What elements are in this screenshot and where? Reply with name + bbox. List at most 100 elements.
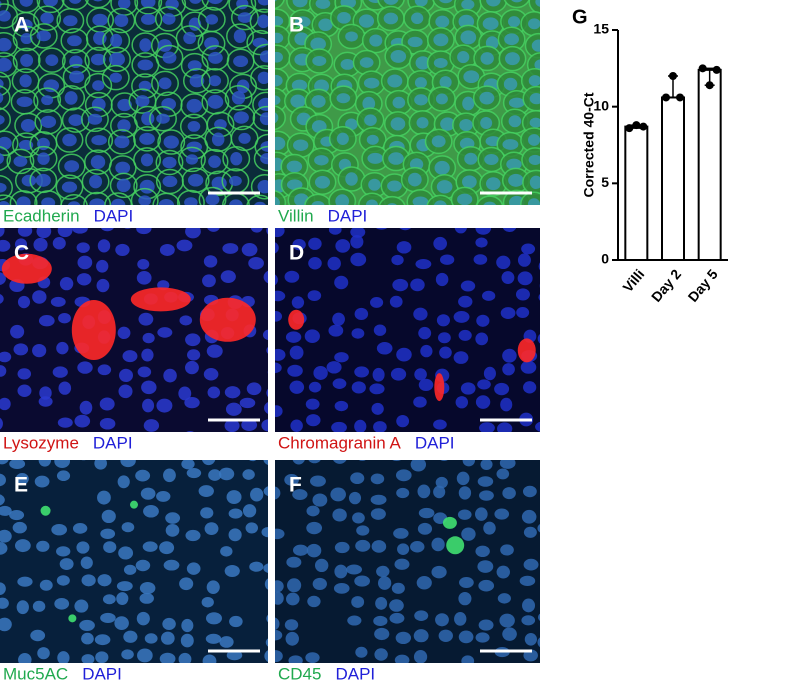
nucleus (76, 541, 90, 554)
nucleus (10, 324, 25, 339)
nucleus (52, 237, 66, 250)
nucleus (220, 270, 236, 284)
nucleus (137, 366, 152, 378)
nucleus (181, 460, 195, 470)
nucleus (516, 307, 530, 318)
nucleus (206, 344, 223, 358)
nucleus (511, 0, 523, 3)
nucleus (165, 524, 180, 537)
caption-dapi: DAPI (335, 664, 375, 683)
cell-membrane (250, 0, 268, 13)
nucleus (275, 51, 283, 63)
nucleus (40, 115, 57, 128)
micrograph (275, 0, 540, 205)
nucleus (38, 315, 55, 327)
nucleus (328, 324, 344, 337)
cell-membrane (176, 189, 205, 205)
nucleus (89, 174, 103, 189)
nucleus (69, 70, 85, 84)
nucleus (262, 329, 268, 341)
nucleus (200, 507, 214, 519)
nucleus (431, 135, 446, 148)
nucleus (37, 137, 50, 151)
nucleus (434, 160, 450, 175)
nucleus (459, 119, 473, 132)
nucleus (9, 460, 26, 470)
nucleus (63, 15, 78, 27)
cell-membrane (231, 4, 259, 31)
nucleus (371, 402, 384, 415)
cell-membrane (304, 193, 332, 205)
nucleus (257, 0, 268, 6)
nucleus (121, 522, 135, 533)
cell-membrane (246, 194, 268, 205)
nucleus (202, 460, 216, 466)
nucleus (501, 271, 515, 285)
nucleus (208, 469, 222, 481)
nucleus (187, 120, 201, 132)
nucleus (239, 397, 256, 409)
nucleus (275, 629, 283, 641)
nucleus (74, 599, 89, 613)
nucleus (58, 312, 71, 324)
cell-membrane (151, 70, 179, 97)
cell-membrane (378, 195, 406, 205)
nucleus (136, 270, 152, 285)
data-point (676, 93, 684, 102)
stained-cell (288, 309, 305, 330)
cell-membrane (104, 192, 133, 205)
nucleus (102, 594, 116, 605)
nucleus (208, 51, 223, 64)
cell-membrane (29, 23, 58, 49)
nucleus (475, 237, 488, 248)
nucleus (383, 0, 399, 5)
nucleus (158, 77, 172, 90)
x-tick-label: Day 2 (648, 266, 684, 305)
nucleus (266, 614, 268, 623)
nucleus (0, 152, 4, 165)
nucleus (157, 327, 173, 338)
nucleus (481, 436, 493, 450)
nucleus (275, 486, 281, 500)
nucleus (307, 290, 322, 302)
nucleus (523, 381, 537, 394)
nucleus (275, 32, 284, 44)
nucleus (185, 228, 201, 239)
nucleus (351, 328, 365, 339)
nucleus (459, 576, 474, 588)
nucleus (275, 112, 279, 124)
cell-membrane (9, 190, 38, 205)
nucleus (435, 613, 449, 627)
cell-membrane (152, 192, 181, 205)
nucleus (137, 259, 150, 270)
nucleus (304, 329, 320, 343)
nucleus (211, 132, 225, 147)
nucleus (0, 136, 12, 150)
nucleus (267, 302, 268, 305)
nucleus (502, 627, 517, 641)
nucleus (433, 236, 447, 251)
nucleus (185, 360, 199, 375)
nucleus (258, 97, 268, 111)
nucleus (508, 115, 522, 128)
nucleus (543, 597, 556, 608)
nucleus (140, 487, 156, 500)
nucleus (90, 53, 106, 66)
nucleus (219, 667, 233, 679)
nucleus (0, 617, 12, 632)
nucleus (16, 600, 29, 615)
nucleus (67, 35, 82, 47)
nucleus (138, 195, 152, 205)
nucleus (439, 76, 452, 89)
nucleus (275, 136, 286, 151)
nucleus (340, 58, 355, 70)
nucleus (38, 460, 52, 467)
nucleus (35, 173, 51, 187)
nucleus (397, 543, 410, 555)
micrographs: A Ecadherin DAPI B Villin DAPI C Lysozyme DAPI D C… (0, 0, 556, 683)
nucleus (139, 132, 155, 145)
nucleus (333, 460, 347, 464)
nucleus (38, 396, 53, 407)
nucleus (390, 367, 407, 381)
nucleus (203, 367, 219, 381)
